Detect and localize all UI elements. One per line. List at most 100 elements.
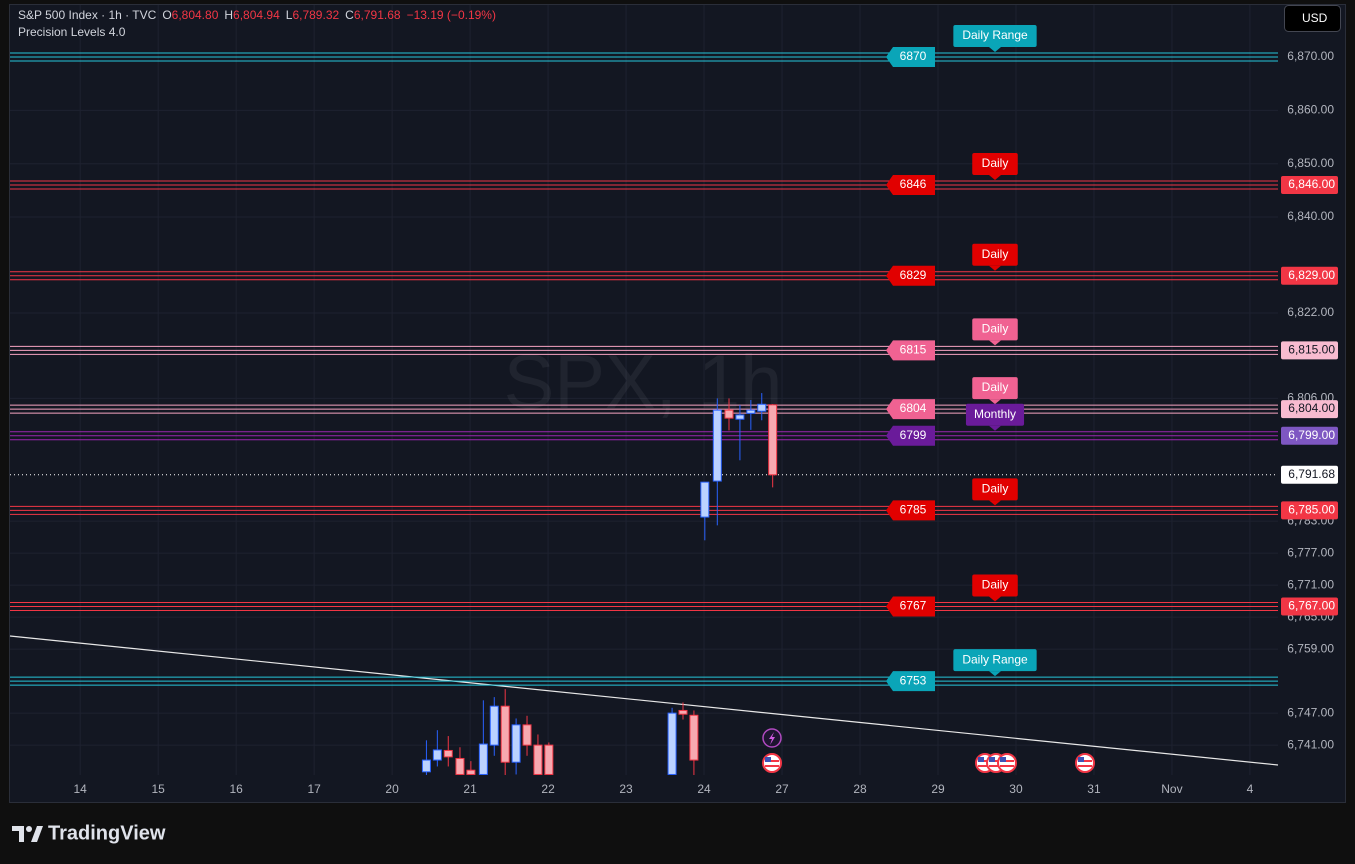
candle-body <box>466 769 476 775</box>
candle-body <box>522 724 532 746</box>
price-axis-label: 6,767.00 <box>1288 599 1335 613</box>
ohlc-value: 6,804.94 <box>233 8 280 22</box>
levels <box>10 52 1278 686</box>
flag-icon <box>997 753 1017 773</box>
candle-body <box>432 749 442 761</box>
level-tag-label: Monthly <box>974 407 1016 421</box>
x-tick-label: 23 <box>619 782 633 796</box>
level-tag <box>953 25 1037 48</box>
level-tag-pointer <box>989 340 1001 346</box>
brand-logo <box>12 826 43 842</box>
x-tick-label: 4 <box>1247 782 1254 796</box>
price-axis-label: 6,846.00 <box>1288 177 1335 191</box>
candle-body <box>678 709 688 715</box>
candle-body <box>533 744 543 775</box>
level-badge-label: 6804 <box>900 401 927 415</box>
level-tag-pointer <box>989 399 1001 405</box>
candle-body <box>689 714 699 761</box>
level-tag-pointer <box>989 425 1001 431</box>
level-badge-label: 6846 <box>900 177 927 191</box>
level-badge-label: 6785 <box>900 503 927 517</box>
level-tag <box>972 318 1018 341</box>
candle-body <box>500 705 510 763</box>
level-tag-label: Daily <box>982 380 1009 394</box>
level-tag-pointer <box>989 265 1001 271</box>
grid <box>10 5 1278 775</box>
x-tick-label: 24 <box>697 782 711 796</box>
level-tag <box>972 377 1018 400</box>
level-tag-label: Daily <box>982 322 1009 336</box>
event-icons <box>762 728 1095 773</box>
ohlc-key: O <box>162 8 171 22</box>
x-tick-label: 30 <box>1009 782 1023 796</box>
ohlc-key: C <box>345 8 354 22</box>
level-badge-label: 6753 <box>900 673 927 687</box>
x-tick-label: 27 <box>775 782 789 796</box>
price-axis-label-bg <box>1281 597 1338 616</box>
y-tick-label: 6,777.00 <box>1287 545 1334 559</box>
y-tick-label: 6,771.00 <box>1287 577 1334 591</box>
y-tick-label: 6,747.00 <box>1287 705 1334 719</box>
level-tag <box>972 153 1018 176</box>
level-badge <box>886 425 935 446</box>
candle-body <box>757 403 767 412</box>
price-axis-label-bg <box>1281 176 1338 195</box>
level-badge-label: 6829 <box>900 268 927 282</box>
price-axis-label: 6,799.00 <box>1288 428 1335 442</box>
level-badge-label: 6767 <box>900 599 927 613</box>
candle-body <box>443 749 453 758</box>
currency-label[interactable]: USD <box>1302 11 1328 25</box>
symbol: S&P 500 Index · 1h · TVC <box>18 8 157 22</box>
level-tag <box>953 649 1037 672</box>
level-badge <box>886 671 935 692</box>
level-badge <box>886 265 935 286</box>
candle-body <box>768 404 778 476</box>
y-tick-label: 6,870.00 <box>1287 49 1334 63</box>
candle-body <box>544 744 554 775</box>
change: −13.19 (−0.19%) <box>407 8 496 22</box>
x-tick-label: 16 <box>229 782 243 796</box>
candle-body <box>735 414 745 420</box>
level-tag <box>972 574 1018 597</box>
last-price-label: 6,791.68 <box>1288 467 1335 481</box>
level-tag <box>965 403 1025 426</box>
lightning-glyph <box>769 732 775 745</box>
candle-body <box>667 712 677 775</box>
level-badge <box>886 500 935 521</box>
level-tag-label: Daily <box>982 247 1009 261</box>
level-tag-pointer <box>989 175 1001 181</box>
level-badge-label: 6870 <box>900 49 927 63</box>
candle-body <box>478 743 488 775</box>
level-tag <box>972 478 1018 501</box>
candle-body <box>421 759 431 773</box>
price-axis-label: 6,829.00 <box>1288 268 1335 282</box>
level-tag-label: Daily Range <box>962 652 1028 666</box>
candle-body <box>724 409 734 419</box>
level-badge <box>886 399 935 420</box>
last-price-label-bg <box>1281 465 1338 484</box>
candle-body <box>455 757 465 775</box>
labels: 6,741.006,747.006,759.006,765.006,771.00… <box>74 25 1338 796</box>
x-tick-label: 29 <box>931 782 945 796</box>
level-tag-pointer <box>989 671 1001 677</box>
watermark: SPX, 1h <box>504 340 783 425</box>
level-tag-label: Daily <box>982 578 1009 592</box>
x-tick-label: 15 <box>151 782 165 796</box>
x-tick-label: 17 <box>307 782 321 796</box>
candle-body <box>712 409 722 482</box>
candles <box>421 393 778 775</box>
x-tick-label: 31 <box>1087 782 1101 796</box>
price-axis-label-bg <box>1281 426 1338 445</box>
currency-button[interactable] <box>1284 5 1341 32</box>
level-tag-label: Daily Range <box>962 28 1028 42</box>
brand-name: TradingView <box>48 822 166 844</box>
price-axis-label-bg <box>1281 501 1338 520</box>
candle-body <box>489 705 499 746</box>
ohlc-value: 6,791.68 <box>354 8 401 22</box>
level-tag-pointer <box>989 596 1001 602</box>
x-tick-label: 28 <box>853 782 867 796</box>
candle-body <box>511 724 521 763</box>
level-badge <box>886 340 935 361</box>
